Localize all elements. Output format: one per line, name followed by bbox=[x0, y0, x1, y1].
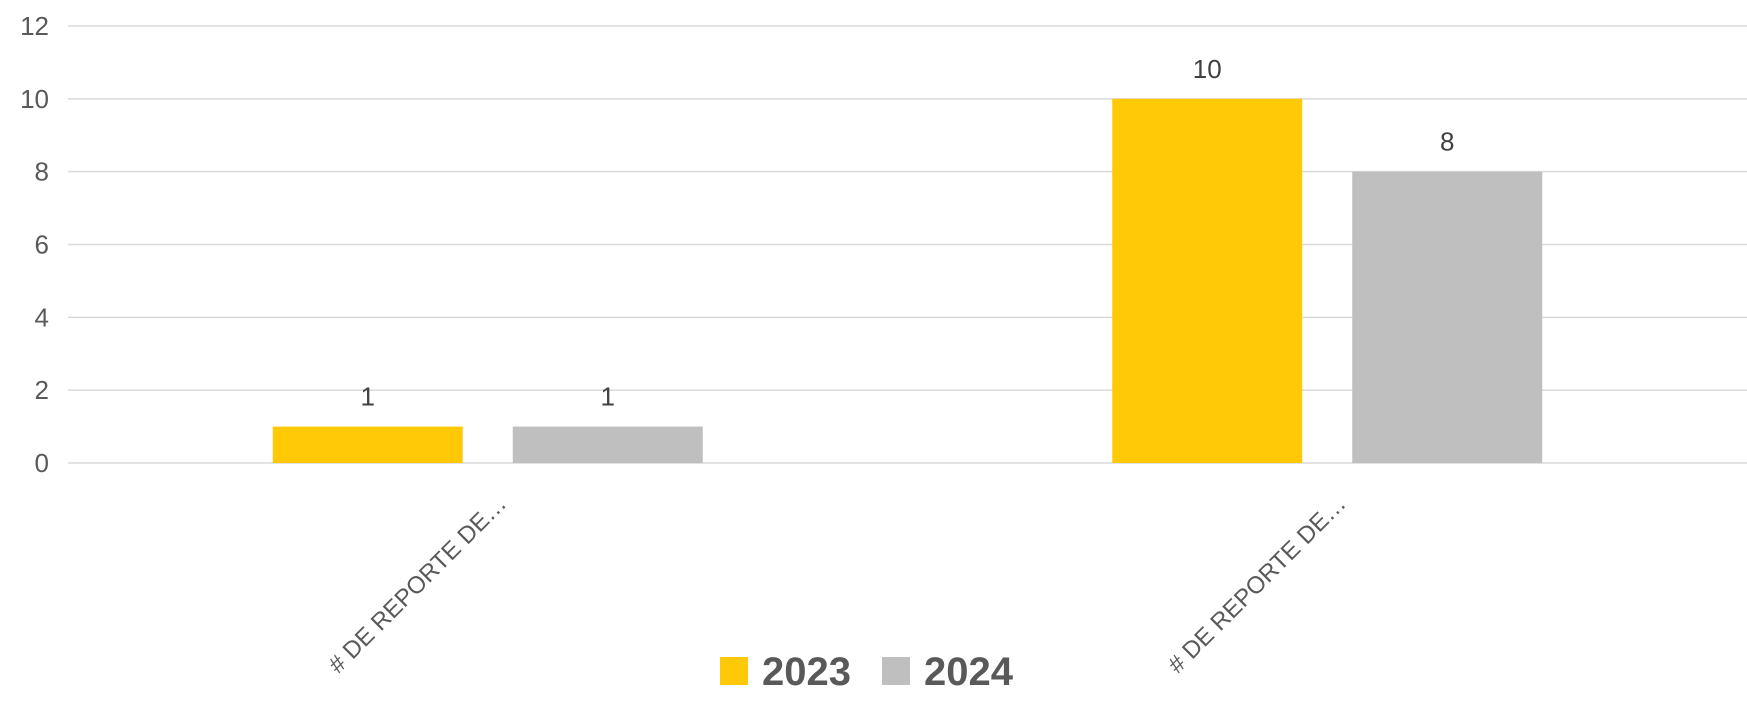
y-axis-ticks: 0 2 4 6 8 10 12 bbox=[20, 11, 49, 478]
x-tick-label: # DE REPORTE DE… bbox=[1163, 490, 1352, 679]
legend-label: 2023 bbox=[762, 650, 851, 694]
legend: 2023 2024 bbox=[720, 650, 1014, 694]
y-tick-label: 0 bbox=[35, 448, 49, 478]
data-label: 1 bbox=[361, 382, 375, 412]
y-tick-label: 10 bbox=[20, 84, 49, 114]
legend-swatch bbox=[882, 657, 910, 685]
y-tick-label: 2 bbox=[35, 375, 49, 405]
bar bbox=[272, 426, 463, 463]
legend-label: 2024 bbox=[924, 650, 1014, 694]
bar bbox=[1112, 98, 1303, 463]
y-tick-label: 12 bbox=[20, 11, 49, 41]
y-tick-label: 6 bbox=[35, 230, 49, 260]
legend-swatch bbox=[720, 657, 748, 685]
bars bbox=[272, 98, 1543, 463]
data-label: 1 bbox=[601, 382, 615, 412]
data-labels: 1 1 10 8 bbox=[361, 54, 1455, 412]
bar bbox=[1352, 171, 1543, 463]
y-tick-label: 8 bbox=[35, 157, 49, 187]
gridlines bbox=[68, 25, 1747, 464]
data-label: 8 bbox=[1440, 127, 1454, 157]
bar bbox=[512, 426, 703, 463]
x-tick-label: # DE REPORTE DE… bbox=[323, 490, 512, 679]
y-tick-label: 4 bbox=[35, 302, 49, 332]
data-label: 10 bbox=[1193, 54, 1222, 84]
